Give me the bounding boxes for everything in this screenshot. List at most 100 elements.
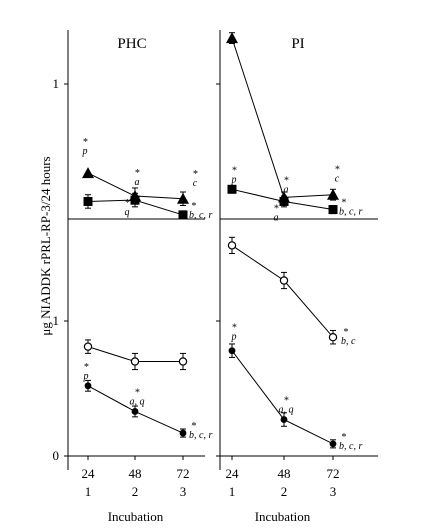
square-marker <box>130 195 140 205</box>
x-axis-title: Incubation <box>255 509 311 524</box>
annotation-letters: b, c, r <box>339 441 362 452</box>
annotation-asterisk: * <box>341 198 346 209</box>
annotation-text: * p <box>82 137 88 157</box>
triangle-marker <box>327 188 339 200</box>
significance-annotation: * c <box>335 165 340 185</box>
x-tick-label: 24 <box>226 466 240 481</box>
significance-annotation: * a <box>135 168 140 188</box>
series-line-triangle <box>231 37 334 198</box>
x-tick-label: 48 <box>278 466 291 481</box>
x-subtick-label: 1 <box>229 484 236 499</box>
triangle-marker <box>82 167 94 179</box>
open-circle-marker <box>328 333 338 342</box>
annotation-text: * a <box>274 203 279 223</box>
annotation-asterisk: * <box>135 168 140 179</box>
x-subtick-label: 2 <box>132 484 139 499</box>
annotation-letters: q <box>125 207 130 218</box>
filled-circle-marker <box>131 408 139 415</box>
annotation-letters: b, c <box>341 336 356 347</box>
x-subtick-label: 1 <box>85 484 92 499</box>
significance-annotation: * p <box>82 137 88 157</box>
significance-annotation: * b, c, r <box>339 198 362 218</box>
annotation-letters: p <box>83 371 89 382</box>
square-marker <box>279 196 289 206</box>
annotation-letters: b, c, r <box>339 207 362 218</box>
annotation-asterisk: * <box>193 169 198 180</box>
annotation-asterisk: * <box>341 432 346 443</box>
annotation-text: * c <box>335 165 340 185</box>
open-circle-marker <box>83 342 93 351</box>
x-subtick-label: 3 <box>330 484 337 499</box>
annotation-text: * b, c, r <box>339 198 362 218</box>
significance-annotation: * c <box>193 169 198 189</box>
x-subtick-label: 2 <box>281 484 288 499</box>
x-tick-label: 72 <box>177 466 190 481</box>
triangle-marker <box>226 32 238 44</box>
filled-circle-marker <box>228 347 236 355</box>
annotation-text: * b, c, r <box>189 421 212 441</box>
y-tick-label: 0 <box>53 448 60 463</box>
significance-annotation: * q <box>125 198 130 218</box>
y-axis-title: μg NIADDK rPRL-RP-3/24 hours <box>38 156 53 335</box>
annotation-asterisk: * <box>84 362 89 373</box>
open-circle-marker <box>130 357 140 366</box>
x-subtick-label: 3 <box>180 484 187 499</box>
series-line-filled-circle <box>231 350 334 445</box>
annotation-letters: p <box>82 146 88 157</box>
square-marker <box>83 196 93 206</box>
open-circle-marker <box>279 276 289 285</box>
annotation-letters: a <box>284 184 289 195</box>
filled-circle-marker <box>84 382 92 390</box>
annotation-text: * q <box>125 198 130 218</box>
annotation-letters: c <box>335 174 340 185</box>
annotation-letters: a, q <box>130 396 145 407</box>
significance-annotation: * a, q <box>279 396 294 416</box>
x-tick-label: 24 <box>82 466 96 481</box>
annotation-text: * a <box>284 175 289 195</box>
annotations: * p* a* q* c* b, c, r* p* a, q* b, c, r* p * a* a* c*… <box>82 137 363 452</box>
x-tick-label: 72 <box>327 466 340 481</box>
annotation-asterisk: * <box>335 165 340 176</box>
annotation-text: * a, q <box>130 387 145 407</box>
significance-annotation: * b, c <box>341 327 356 347</box>
x-axis-title: Incubation <box>108 509 164 524</box>
annotation-asterisk: * <box>343 327 348 338</box>
filled-circle-marker <box>329 440 337 448</box>
annotation-asterisk: * <box>125 198 130 209</box>
annotation-letters: c <box>193 178 198 189</box>
y-tick-label: 1 <box>53 76 60 91</box>
annotation-text: * p <box>231 165 237 185</box>
annotation-text: * a <box>135 168 140 188</box>
significance-annotation: * a <box>284 175 289 195</box>
annotation-text: * a, q <box>279 396 294 416</box>
annotation-letters: b, c, r <box>189 210 212 221</box>
annotation-asterisk: * <box>284 396 289 407</box>
annotation-asterisk: * <box>191 421 196 432</box>
axes: 24 1 48 2 72 3 Incubation 1 1 0 24 1 48 2 72 3 Incubatio… <box>53 30 378 524</box>
significance-annotation: * a <box>274 203 279 223</box>
annotation-text: * p <box>231 323 237 343</box>
panel-phc: PHC <box>117 36 146 52</box>
annotation-text: * b, c <box>341 327 356 347</box>
filled-circle-marker <box>280 416 288 423</box>
annotation-asterisk: * <box>191 201 196 212</box>
square-marker <box>178 210 188 220</box>
significance-annotation: * p <box>231 165 237 185</box>
open-circle-marker <box>178 357 188 366</box>
square-marker <box>227 184 237 194</box>
panel-pi: PI <box>291 36 304 52</box>
annotation-asterisk: * <box>232 165 237 176</box>
annotation-letters: a <box>135 177 140 188</box>
panel-title-phc: PHC <box>117 36 146 52</box>
x-tick-label: 48 <box>129 466 142 481</box>
annotation-letters: p <box>231 174 237 185</box>
chart-marks <box>82 32 339 449</box>
annotation-text: * b, c, r <box>189 201 212 221</box>
significance-annotation: * a, q <box>130 387 145 407</box>
significance-annotation: * b, c, r <box>189 201 212 221</box>
annotation-asterisk: * <box>232 323 237 334</box>
annotation-asterisk: * <box>284 175 289 186</box>
annotation-letters: p <box>231 332 237 343</box>
annotation-asterisk: * <box>274 203 279 214</box>
